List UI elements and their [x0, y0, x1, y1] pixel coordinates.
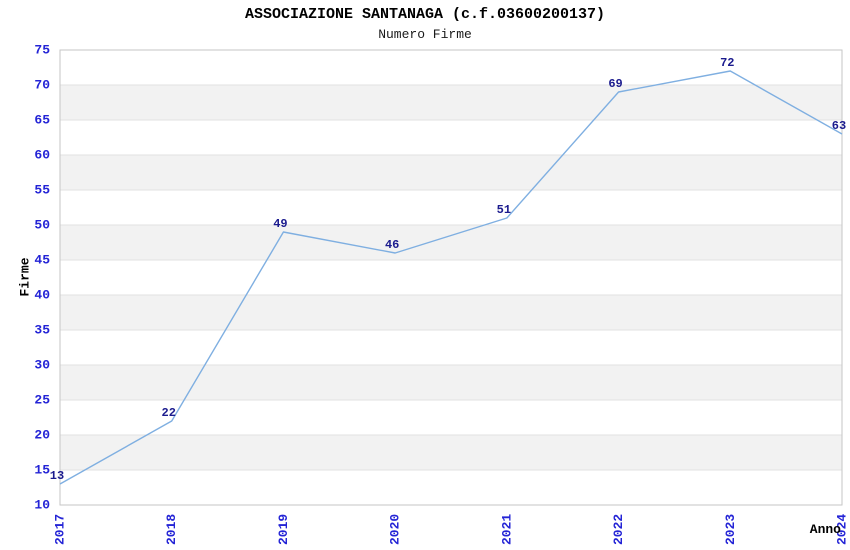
y-tick-label: 65	[34, 113, 50, 128]
grid-band	[60, 85, 842, 120]
chart-title: ASSOCIAZIONE SANTANAGA (c.f.03600200137)	[244, 6, 606, 23]
y-axis-title: Firme	[17, 257, 33, 297]
grid-band	[60, 155, 842, 190]
data-point-label: 63	[832, 119, 846, 133]
data-point-label: 22	[162, 406, 176, 420]
plot-background	[60, 50, 842, 505]
x-tick-label: 2022	[611, 514, 626, 545]
x-tick-label: 2021	[499, 514, 514, 545]
y-tick-label: 60	[34, 148, 50, 163]
x-tick-label: 2020	[388, 514, 403, 545]
grid-band	[60, 225, 842, 260]
data-line	[59, 70, 843, 485]
y-tick-label: 30	[34, 358, 50, 373]
x-tick-label: 2024	[835, 514, 850, 545]
y-tick-label: 75	[34, 43, 50, 58]
chart-subtitle: Numero Firme	[378, 27, 472, 42]
plot-border	[59, 49, 843, 506]
y-tick-label: 20	[34, 428, 50, 443]
y-tick-label: 15	[34, 463, 50, 478]
y-tick-label: 45	[34, 253, 50, 268]
y-tick-label: 70	[34, 78, 50, 93]
data-point-label: 49	[273, 217, 287, 231]
data-point-label: 46	[385, 238, 399, 252]
grid-band	[60, 365, 842, 400]
data-point-label: 51	[497, 203, 511, 217]
y-tick-label: 10	[34, 498, 50, 513]
grid-band	[60, 435, 842, 470]
x-tick-label: 2023	[723, 514, 738, 545]
x-axis-title: Anno	[809, 522, 841, 537]
grid-band	[60, 295, 842, 330]
y-tick-label: 40	[34, 288, 50, 303]
x-tick-label: 2019	[276, 514, 291, 545]
data-point-label: 13	[50, 469, 64, 483]
y-tick-label: 55	[34, 183, 50, 198]
y-tick-label: 25	[34, 393, 50, 408]
y-tick-label: 50	[34, 218, 50, 233]
x-tick-label: 2018	[164, 514, 179, 545]
data-point-label: 69	[608, 77, 622, 91]
data-point-label: 72	[720, 56, 734, 70]
x-tick-label: 2017	[53, 514, 68, 545]
y-tick-label: 35	[34, 323, 50, 338]
